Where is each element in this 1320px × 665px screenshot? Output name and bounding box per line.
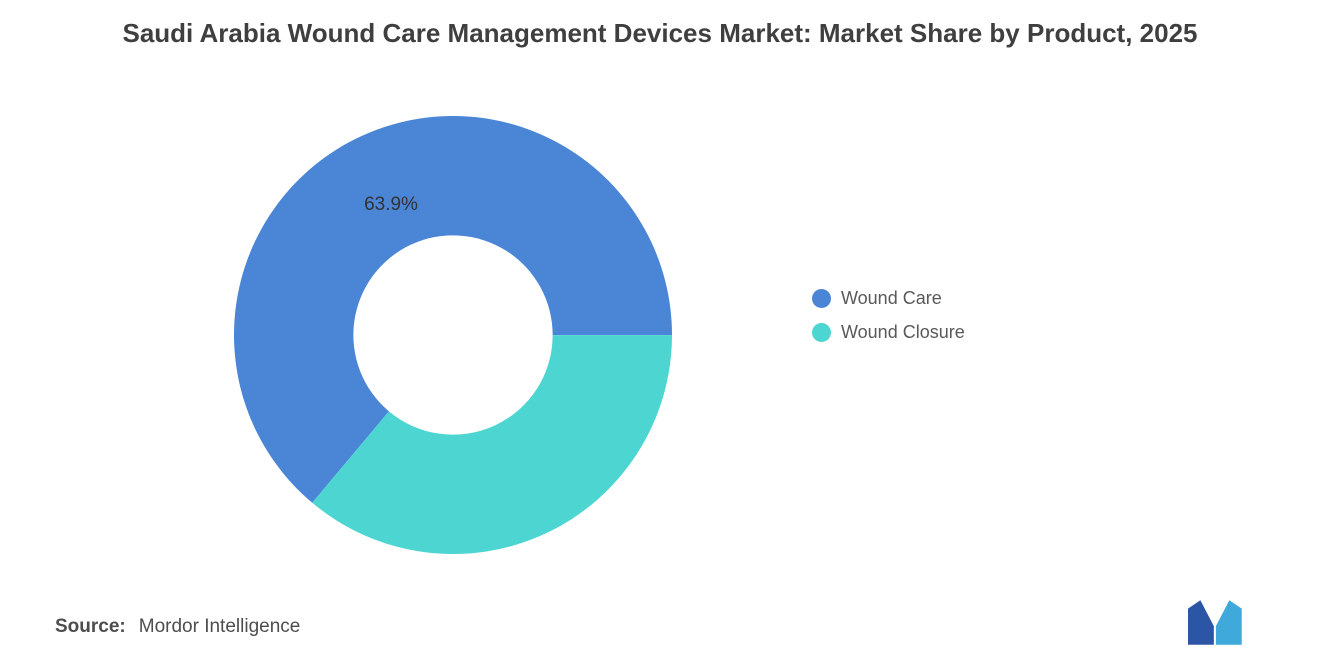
chart-title: Saudi Arabia Wound Care Management Devic… [122,18,1198,48]
donut-chart-svg [234,115,673,554]
source-prefix: Source: [55,616,126,637]
legend: Wound Care Wound Closure [812,288,965,343]
slice-label-wound-care: 63.9% [364,194,418,215]
slice-wound-care[interactable] [234,115,673,503]
donut-chart: 63.9% [233,115,673,555]
legend-swatch-wound-closure-icon [812,323,831,342]
source-text: Mordor Intelligence [138,616,301,637]
legend-label-wound-closure: Wound Closure [841,322,965,342]
logo-left-shape [1188,600,1214,645]
legend-label-wound-care: Wound Care [841,288,942,308]
mordor-intelligence-logo [1188,600,1242,645]
logo-right-shape [1215,600,1242,645]
legend-item-wound-care[interactable]: Wound Care [812,288,965,309]
source-line: Source: Mordor Intelligence [55,616,300,638]
legend-swatch-wound-care-icon [812,289,831,308]
legend-item-wound-closure[interactable]: Wound Closure [812,322,965,343]
slice-wound-closure[interactable] [312,335,672,554]
